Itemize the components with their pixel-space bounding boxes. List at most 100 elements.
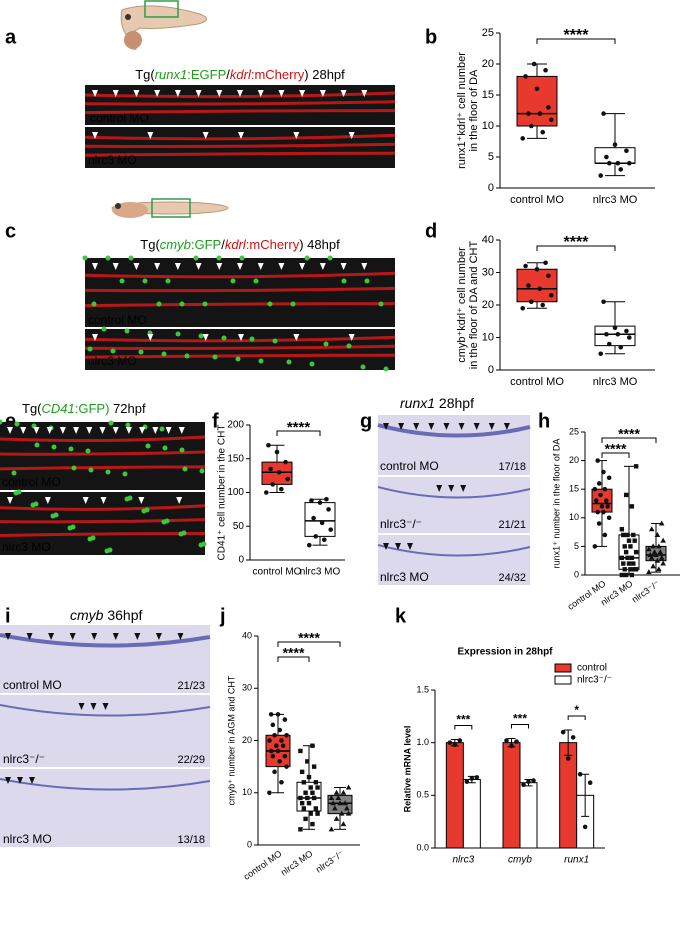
point (266, 442, 271, 448)
y-tick-label: 20 (242, 735, 252, 745)
cell (50, 513, 56, 519)
arrowhead (278, 263, 285, 270)
stain (377, 486, 531, 499)
image-ratio: 17/18 (498, 461, 526, 473)
point (324, 496, 329, 502)
point (514, 739, 519, 744)
arrowhead (92, 334, 98, 341)
arrowhead (125, 427, 132, 434)
point (619, 572, 625, 578)
title-part: 72hpf (109, 401, 146, 416)
x-tick-label: nlrc3 MO (593, 194, 638, 206)
y-tick-label: 25 (569, 426, 579, 436)
point (283, 459, 288, 465)
image-label: nlrc3⁻/⁻ (3, 752, 45, 766)
point (601, 469, 606, 475)
title-part: CD41 (42, 401, 75, 416)
micrograph (0, 625, 211, 847)
point (270, 753, 276, 759)
point (309, 498, 314, 503)
panel-letter: a (5, 26, 17, 48)
image-title: Tg(cmyb:GFP/kdrl:mCherry) 48hpf (140, 237, 340, 252)
point (299, 801, 305, 806)
arrowhead (7, 427, 13, 434)
y-tick-label: 10 (569, 512, 579, 522)
point (299, 769, 305, 775)
vessel (0, 465, 206, 471)
legend-label: nlrc3⁻/⁻ (577, 675, 612, 686)
title-part: 28hpf (435, 395, 474, 411)
point (301, 806, 307, 811)
y-tick-label: 20 (482, 299, 494, 311)
title-part: runx1 (400, 395, 435, 411)
cell (105, 469, 111, 475)
panel-letter: k (395, 605, 407, 627)
significance-bracket (511, 723, 529, 729)
image-ratio: 21/23 (177, 680, 205, 692)
image-title: runx1 28hpf (400, 395, 474, 411)
title-part: runx1 (155, 67, 188, 82)
panel-letter: e (5, 410, 16, 432)
point (305, 795, 310, 801)
cell (165, 278, 171, 284)
cell (346, 343, 352, 349)
arrowhead (195, 263, 202, 270)
point (595, 509, 601, 515)
cell (14, 421, 20, 427)
cell (179, 447, 185, 453)
arrowhead (33, 427, 40, 434)
arrowhead (238, 132, 244, 139)
point (629, 555, 635, 561)
cell (125, 422, 131, 428)
point (612, 142, 618, 147)
point (528, 123, 534, 129)
arrowhead (340, 263, 347, 270)
x-tick-label: control MO (566, 578, 608, 611)
arrowhead (428, 423, 435, 430)
point (284, 732, 289, 738)
point (340, 789, 347, 795)
point (656, 566, 662, 572)
x-tick-label: cmyb (508, 855, 532, 866)
point (528, 299, 534, 305)
point (520, 136, 526, 141)
y-axis-label: Relative mRNA level (402, 726, 412, 813)
title-part: Tg( (22, 401, 42, 416)
point (646, 569, 652, 575)
point (275, 748, 281, 754)
point (598, 351, 604, 357)
cell (124, 328, 130, 334)
title-part: :GFP) (75, 401, 110, 416)
point (335, 794, 342, 800)
cell (199, 468, 205, 474)
cell (88, 467, 94, 473)
point (606, 515, 612, 521)
point (582, 824, 588, 830)
point (313, 534, 319, 539)
significance-bracket (277, 641, 341, 647)
cell (179, 301, 185, 307)
cell (91, 301, 97, 307)
point (658, 554, 665, 560)
panel-letter: j (219, 605, 226, 627)
image-panel (0, 769, 210, 847)
cell (253, 278, 259, 284)
image-label: nlrc3 MO (2, 540, 51, 554)
cell (178, 531, 184, 537)
cell (30, 502, 36, 508)
cell (198, 542, 204, 548)
arrowhead (216, 263, 223, 270)
bar (462, 779, 481, 849)
point (602, 486, 608, 492)
cell (341, 278, 347, 284)
arrowhead (195, 90, 202, 97)
cell (216, 255, 222, 261)
point (543, 67, 548, 73)
point (270, 722, 276, 728)
point (308, 785, 313, 790)
point (633, 464, 639, 469)
arrowhead (460, 485, 467, 492)
arrowhead (73, 427, 80, 434)
image-label: control MO (88, 313, 147, 327)
significance-bracket (536, 245, 616, 251)
